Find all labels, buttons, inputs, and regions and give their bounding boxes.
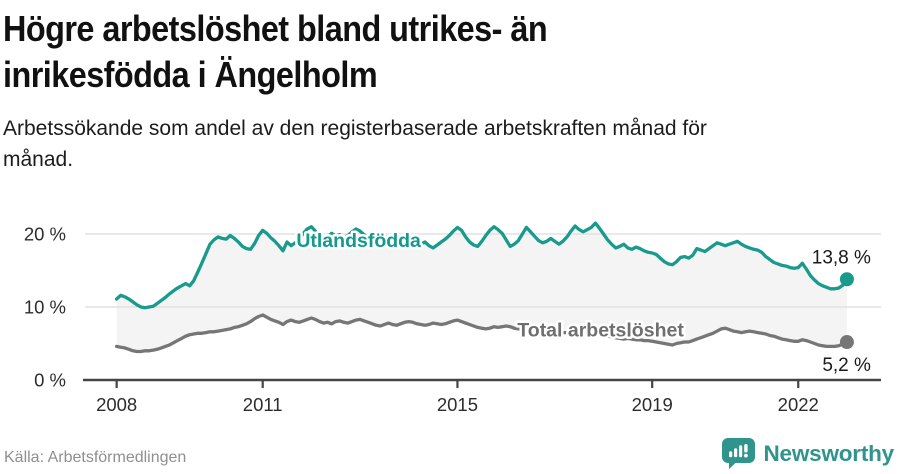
y-tick-label: 20 % <box>24 224 66 245</box>
end-value-label: 5,2 % <box>822 355 871 376</box>
logo-exclamation-dot <box>744 453 749 458</box>
between-series-fill <box>116 223 847 352</box>
header: Högre arbetslöshet bland utrikes- än inr… <box>3 6 884 175</box>
series-label: Utlandsfödda <box>296 230 421 252</box>
series-label: Total arbetslöshet <box>517 320 684 342</box>
newsworthy-wordmark: Newsworthy <box>763 440 894 466</box>
series-line-total <box>114 313 849 354</box>
series-line-utlandsfodda <box>114 221 849 310</box>
unemployment-line-chart: 2008 2011 2015 2019 2022 0 % 10 % 20 % Utlandsfö… <box>24 221 881 415</box>
y-tick-label: 10 % <box>24 297 66 318</box>
last-point-dot <box>839 272 854 287</box>
x-tick-label: 2022 <box>778 394 819 415</box>
last-point-dot <box>839 335 854 350</box>
newsworthy-logo[interactable]: Newsworthy <box>722 438 894 469</box>
x-tick-label: 2015 <box>437 394 478 415</box>
logo-bar-tall <box>739 445 743 458</box>
chart-area: 2008 2011 2015 2019 2022 0 % 10 % 20 % Utlandsfö… <box>0 196 900 431</box>
x-tick-label: 2019 <box>632 394 673 415</box>
page-title: Högre arbetslöshet bland utrikes- än inr… <box>3 8 548 95</box>
source-note: Källa: Arbetsförmedlingen <box>4 449 187 466</box>
newsworthy-logo-icon <box>722 438 756 469</box>
x-tick-label: 2008 <box>96 394 137 415</box>
y-tick-label: 0 % <box>34 370 66 391</box>
end-value-label: 13,8 % <box>812 247 871 268</box>
logo-bar-mid <box>734 448 738 458</box>
x-tick-label: 2011 <box>243 394 283 415</box>
logo-bar-short <box>729 451 733 458</box>
logo-exclamation-bar <box>744 444 749 453</box>
page-subtitle: Arbetssökande som andel av den registerb… <box>3 117 707 171</box>
